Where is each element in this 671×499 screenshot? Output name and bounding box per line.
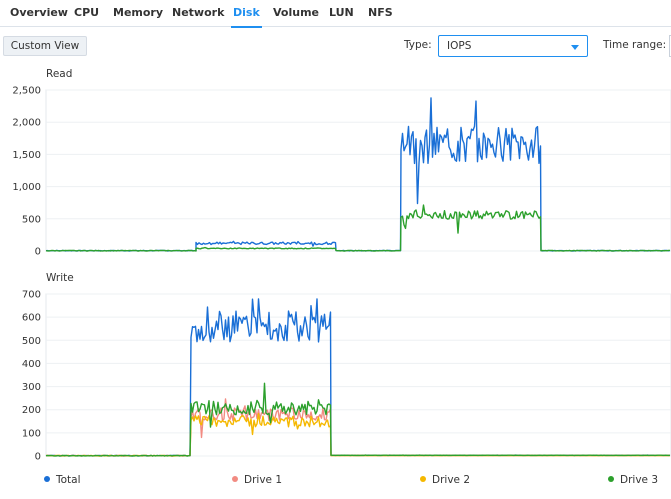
- legend-label: Drive 1: [244, 474, 283, 486]
- legend-dot-icon: [608, 476, 614, 482]
- write-chart-title: Write: [46, 272, 74, 284]
- legend-label: Drive 2: [432, 474, 471, 486]
- tab-disk[interactable]: Disk: [231, 6, 262, 28]
- y-tick-label: 0: [35, 452, 41, 461]
- custom-view-button[interactable]: Custom View: [3, 36, 87, 56]
- plot-area: [45, 89, 671, 252]
- legend-dot-icon: [44, 476, 50, 482]
- tab-cpu[interactable]: CPU: [74, 6, 100, 19]
- type-label: Type:: [404, 39, 432, 51]
- y-tick-label: 2,000: [12, 118, 41, 129]
- y-tick-label: 1,000: [12, 182, 41, 193]
- tab-network[interactable]: Network: [172, 6, 225, 19]
- y-tick-label: 400: [22, 359, 41, 370]
- y-tick-label: 100: [22, 428, 41, 439]
- series-line-drive-3: [45, 204, 670, 252]
- tab-volume[interactable]: Volume: [273, 6, 319, 19]
- legend-drive-3[interactable]: Drive 3: [608, 474, 658, 486]
- y-tick-label: 500: [22, 336, 41, 347]
- legend-label: Drive 3: [620, 474, 659, 486]
- legend-label: Total: [56, 474, 81, 486]
- plot-area: [45, 293, 671, 457]
- legend-dot-icon: [232, 476, 238, 482]
- type-select-value: IOPS: [447, 40, 472, 52]
- legend-drive-2[interactable]: Drive 2: [420, 474, 470, 486]
- y-tick-label: 200: [22, 405, 41, 416]
- y-tick-label: 500: [22, 214, 41, 225]
- type-select[interactable]: IOPS: [438, 35, 588, 57]
- tab-lun[interactable]: LUN: [329, 6, 354, 19]
- tab-bar: Overview CPU Memory Network Disk Volume …: [0, 0, 671, 28]
- time-range-label: Time range:: [603, 39, 667, 51]
- y-tick-label: 600: [22, 313, 41, 324]
- y-tick-label: 2,500: [12, 86, 41, 97]
- tab-memory[interactable]: Memory: [113, 6, 164, 19]
- time-range-select[interactable]: [669, 35, 671, 57]
- y-tick-label: 700: [22, 290, 41, 301]
- y-tick-label: 300: [22, 382, 41, 393]
- legend-total[interactable]: Total: [44, 474, 81, 486]
- y-tick-label: 0: [35, 247, 41, 256]
- series-line-drive-3: [45, 382, 671, 457]
- read-chart: 0 500 1,000 1,500 2,000 2,500: [12, 86, 671, 256]
- legend-dot-icon: [420, 476, 426, 482]
- tab-nfs[interactable]: NFS: [368, 6, 393, 19]
- write-chart: 0 100 200 300 400 500 600 700: [22, 290, 671, 461]
- y-tick-label: 1,500: [12, 150, 41, 161]
- tab-overview[interactable]: Overview: [10, 6, 68, 19]
- read-chart-title: Read: [46, 68, 73, 80]
- chevron-down-icon: [571, 45, 579, 50]
- legend-drive-1[interactable]: Drive 1: [232, 474, 282, 486]
